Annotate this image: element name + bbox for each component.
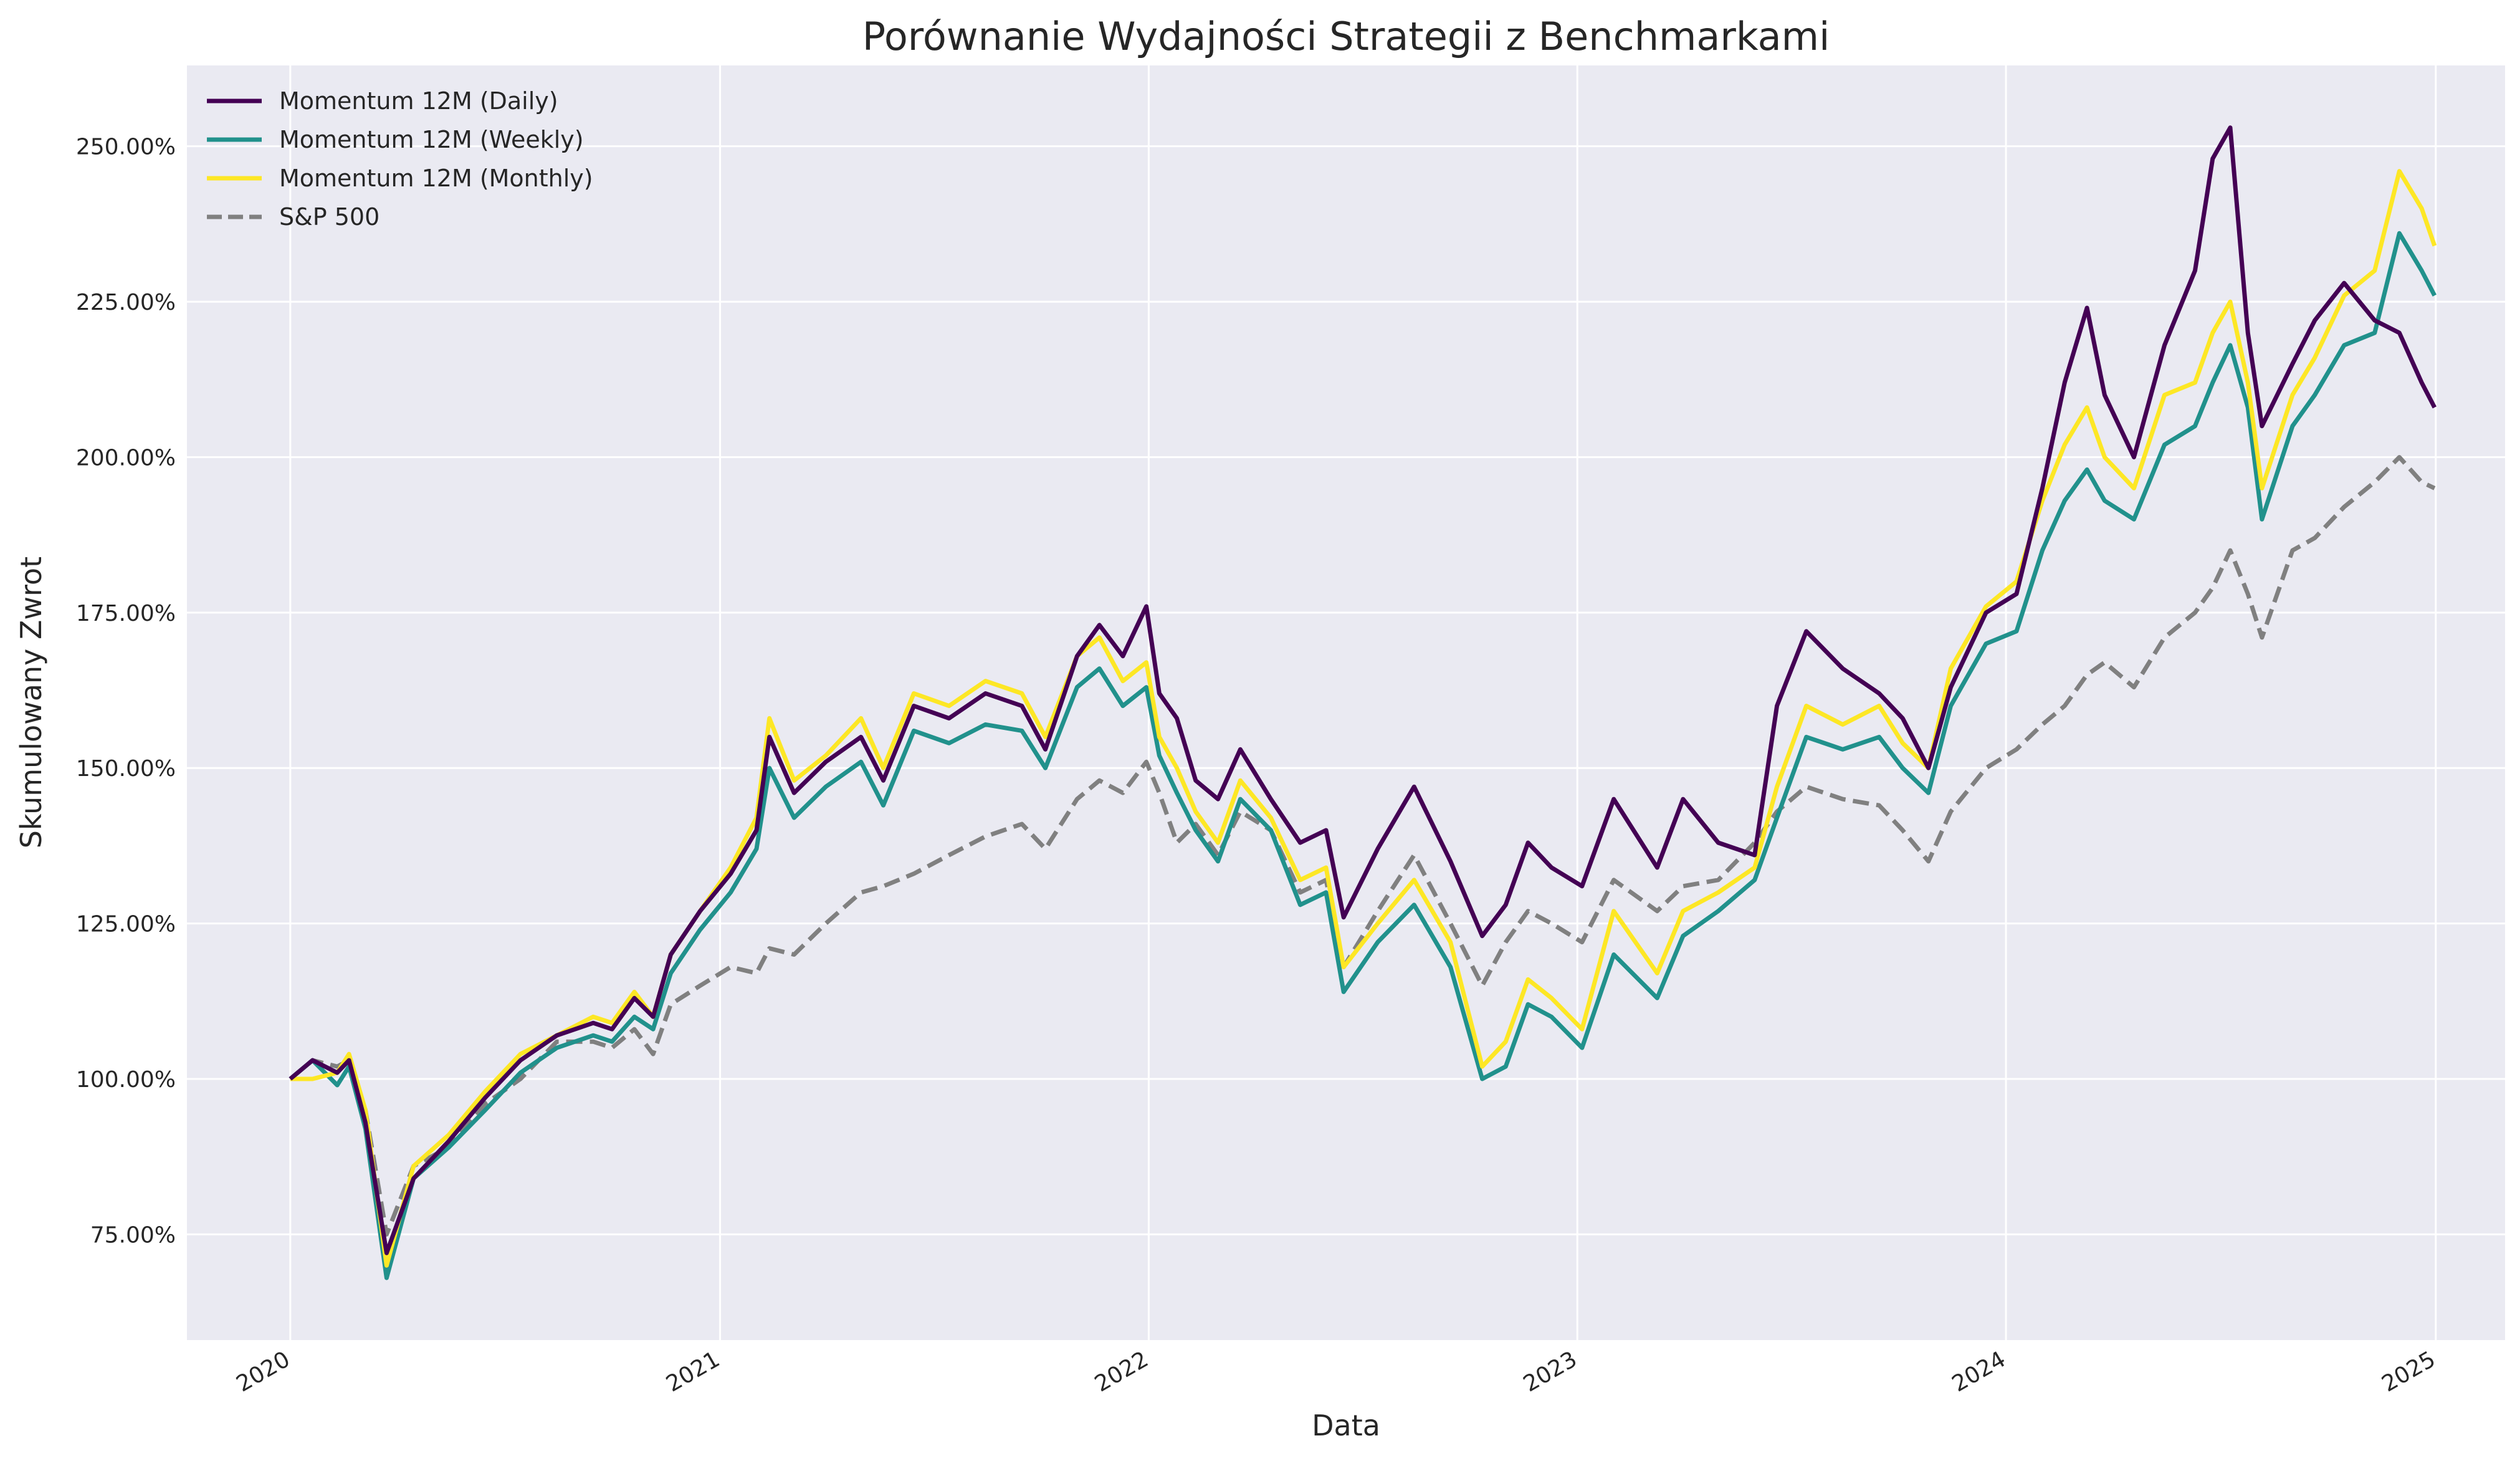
- series-line-0: [289, 125, 2437, 1255]
- y-axis-label: Skumulowany Zwrot: [14, 557, 48, 849]
- series-lines: [289, 125, 2437, 1280]
- legend-label: S&P 500: [279, 203, 379, 231]
- y-axis-ticks: 75.00% 100.00% 125.00% 150.00% 175.00% 200.00…: [76, 135, 176, 1248]
- y-tick-label: 200.00%: [76, 445, 176, 471]
- y-tick-label: 75.00%: [90, 1222, 176, 1248]
- plot-area: [187, 65, 2505, 1340]
- y-tick-label: 100.00%: [76, 1067, 176, 1093]
- y-tick-label: 250.00%: [76, 135, 176, 160]
- legend-label: Momentum 12M (Monthly): [279, 165, 593, 192]
- y-tick-label: 175.00%: [76, 601, 176, 626]
- chart-title: Porównanie Wydajności Strategii z Benchm…: [862, 14, 1830, 59]
- series-line-1: [289, 231, 2437, 1280]
- x-axis-label: Data: [1312, 1409, 1380, 1442]
- legend-label: Momentum 12M (Daily): [279, 87, 558, 115]
- legend-label: Momentum 12M (Weekly): [279, 126, 584, 153]
- y-tick-label: 225.00%: [76, 290, 176, 315]
- y-tick-label: 125.00%: [76, 912, 176, 937]
- series-line-2: [290, 169, 2437, 1268]
- legend: Momentum 12M (Daily) Momentum 12M (Weekly…: [207, 87, 593, 231]
- y-tick-label: 150.00%: [76, 756, 176, 782]
